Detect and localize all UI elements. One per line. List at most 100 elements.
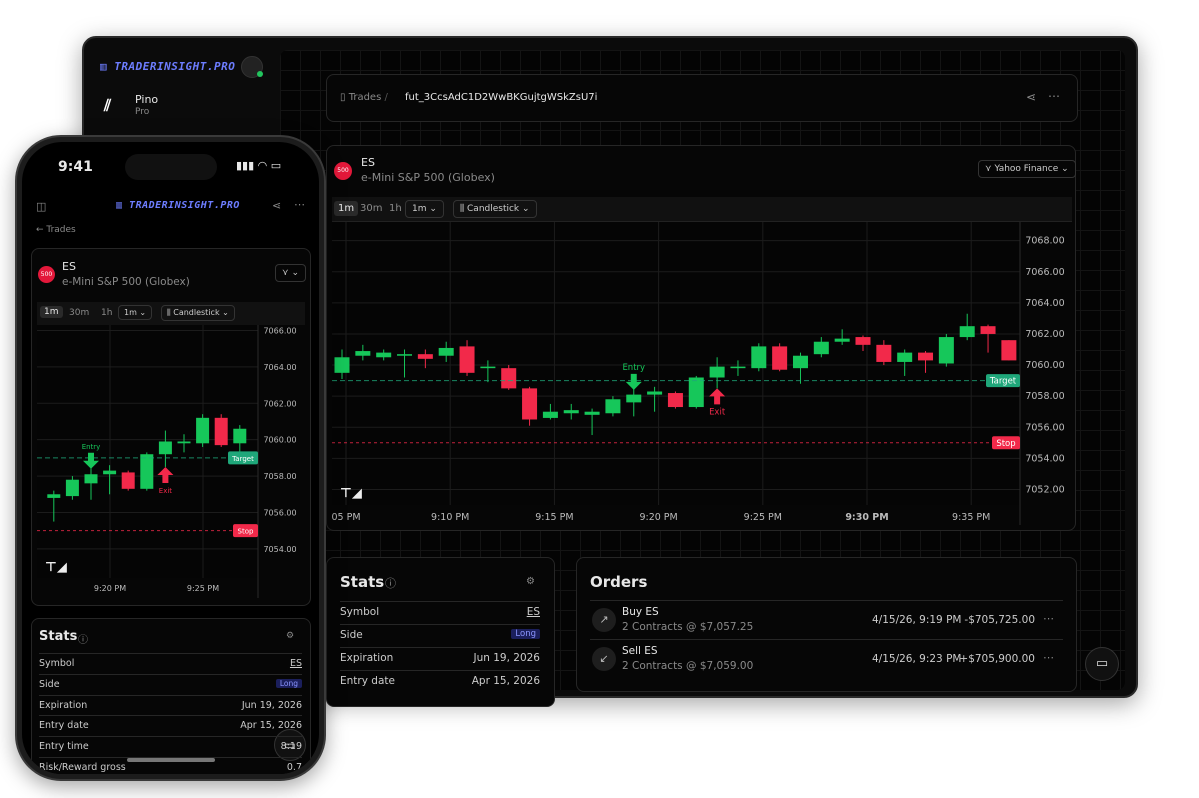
interval-button[interactable]: 1h bbox=[101, 308, 113, 318]
order-menu[interactable]: ⋯ bbox=[1043, 651, 1054, 664]
settings-icon[interactable]: ⚙ bbox=[286, 631, 295, 641]
stop-label-box bbox=[992, 436, 1020, 450]
price-chart: 7066.00 7064.00 7062.00 7060.00 7058.00 7056.… bbox=[37, 325, 297, 598]
candle-body bbox=[584, 411, 600, 415]
exit-label: Exit bbox=[159, 487, 173, 495]
breadcrumb-parent-text: Trades bbox=[348, 92, 382, 103]
brand-logo[interactable]: ▥ TRADERINSIGHT.PRO bbox=[116, 200, 240, 211]
stat-label: Symbol bbox=[39, 658, 75, 669]
breadcrumb-current: fut_3CcsAdC1D2WwBKGujtgWSkZsU7i bbox=[405, 92, 598, 103]
source-button[interactable]: ⋎ Yahoo Finance ⌄ bbox=[978, 160, 1076, 178]
tradingview-logo: ⊤◢ bbox=[45, 560, 67, 575]
order-menu[interactable]: ⋯ bbox=[1043, 612, 1054, 625]
style-dropdown[interactable]: ⫼ Candlestick ⌄ bbox=[453, 200, 537, 218]
style-text: Candlestick bbox=[467, 204, 520, 214]
x-tick-label: 9:10 PM bbox=[431, 512, 469, 523]
stat-value: 0.7 bbox=[286, 762, 302, 773]
x-tick-label: 9:20 PM bbox=[639, 512, 677, 523]
tradingview-logo: ⊤◢ bbox=[340, 486, 362, 501]
y-tick-label: 7056.00 bbox=[263, 508, 296, 517]
brand-text: TRADERINSIGHT.PRO bbox=[114, 60, 236, 73]
candle-body bbox=[897, 352, 913, 362]
x-tick-label: 9:15 PM bbox=[535, 512, 573, 523]
candle-body bbox=[876, 344, 892, 362]
back-text: Trades bbox=[46, 225, 76, 235]
brand-logo[interactable]: ▥ TRADERINSIGHT.PRO bbox=[100, 60, 236, 73]
candle-body bbox=[480, 366, 496, 369]
candle-body bbox=[1001, 340, 1017, 361]
y-tick-label: 7062.00 bbox=[1025, 329, 1064, 340]
y-tick-label: 7066.00 bbox=[263, 326, 296, 335]
order-icon: ↗ bbox=[592, 608, 616, 632]
y-tick-label: 7056.00 bbox=[1025, 422, 1064, 433]
interval-button[interactable]: 1m bbox=[334, 201, 359, 216]
style-text: Candlestick bbox=[173, 308, 220, 317]
row-separator bbox=[39, 757, 302, 758]
chat-button[interactable]: ▭ bbox=[1085, 647, 1119, 681]
interval-dropdown[interactable]: 1m bbox=[412, 204, 427, 214]
dynamic-island bbox=[125, 154, 217, 180]
stat-value: ES bbox=[289, 658, 302, 669]
candle-body bbox=[730, 366, 746, 369]
settings-icon[interactable]: ⚙ bbox=[526, 576, 535, 587]
stat-value: Jun 19, 2026 bbox=[241, 699, 302, 711]
x-tick-label: 9:25 PM bbox=[744, 512, 782, 523]
row-separator bbox=[39, 653, 302, 654]
y-tick-label: 7064.00 bbox=[1025, 298, 1064, 309]
candle-body bbox=[772, 346, 788, 370]
interval-button[interactable]: 30m bbox=[360, 203, 383, 214]
candle-body bbox=[84, 474, 98, 484]
target-label-box bbox=[986, 374, 1020, 388]
home-indicator bbox=[127, 758, 215, 762]
order-side: Buy ES bbox=[622, 606, 659, 618]
interval-button[interactable]: 30m bbox=[69, 308, 90, 318]
more-button[interactable]: ⋯ bbox=[1048, 89, 1060, 103]
symbol-badge: 500 bbox=[38, 266, 55, 283]
share-button[interactable]: ⋖ bbox=[272, 199, 282, 212]
exit-arrow bbox=[709, 388, 726, 405]
stat-value: Long bbox=[511, 629, 540, 639]
plot-background bbox=[37, 325, 258, 578]
phone-screen: 9:41 ▮▮▮ ◠ ▭ ◫ ▥ TRADERINSIGHT.PRO ⋖ ⋯ ←… bbox=[22, 142, 319, 774]
status-icons: ▮▮▮ ◠ ▭ bbox=[236, 159, 282, 172]
back-link[interactable]: ← Trades bbox=[36, 225, 76, 235]
candle-body bbox=[855, 337, 871, 345]
orders-card bbox=[576, 557, 1077, 692]
source-button[interactable]: ⋎ ⌄ bbox=[275, 264, 306, 282]
chat-button[interactable]: ▭ bbox=[274, 729, 306, 761]
x-tick-label: 9:30 PM bbox=[845, 512, 888, 523]
candle-body bbox=[177, 441, 191, 444]
candle-body bbox=[196, 417, 210, 444]
stop-label-box bbox=[233, 524, 258, 538]
candle-body bbox=[140, 454, 154, 489]
status-time: 9:41 bbox=[58, 159, 93, 175]
candle-body bbox=[121, 472, 135, 489]
stats-title: Stats bbox=[340, 573, 385, 591]
candle-body bbox=[47, 494, 61, 498]
row-separator bbox=[590, 639, 1063, 640]
stat-value: ES bbox=[526, 606, 540, 618]
exit-arrow bbox=[157, 466, 174, 483]
interval-dropdown[interactable]: 1m bbox=[124, 308, 137, 317]
stat-value: Jun 19, 2026 bbox=[473, 652, 540, 664]
entry-label: Entry bbox=[622, 363, 645, 373]
y-tick-label: 7060.00 bbox=[263, 436, 296, 445]
orders-title: Orders bbox=[590, 573, 648, 591]
breadcrumb-parent[interactable]: ▯ Trades / bbox=[340, 92, 388, 103]
row-separator bbox=[340, 670, 540, 671]
interval-button[interactable]: 1h bbox=[389, 203, 402, 214]
order-amount: +$705,900.00 bbox=[959, 653, 1035, 665]
sidebar-toggle[interactable]: ◫ bbox=[36, 200, 47, 213]
style-dropdown[interactable]: ⫼ Candlestick ⌄ bbox=[161, 305, 235, 321]
info-icon[interactable]: ⓘ bbox=[78, 635, 88, 646]
info-icon[interactable]: ⓘ bbox=[385, 577, 396, 590]
y-tick-label: 7052.00 bbox=[1025, 484, 1064, 495]
more-button[interactable]: ⋯ bbox=[294, 198, 305, 211]
stat-label: Symbol bbox=[340, 606, 380, 618]
share-button[interactable]: ⋖ bbox=[1026, 90, 1037, 104]
interval-button[interactable]: 1m bbox=[40, 306, 63, 318]
target-label: Target bbox=[231, 455, 254, 463]
candle-body bbox=[647, 391, 663, 395]
candle-body bbox=[626, 394, 642, 403]
stop-label: Stop bbox=[996, 439, 1015, 449]
